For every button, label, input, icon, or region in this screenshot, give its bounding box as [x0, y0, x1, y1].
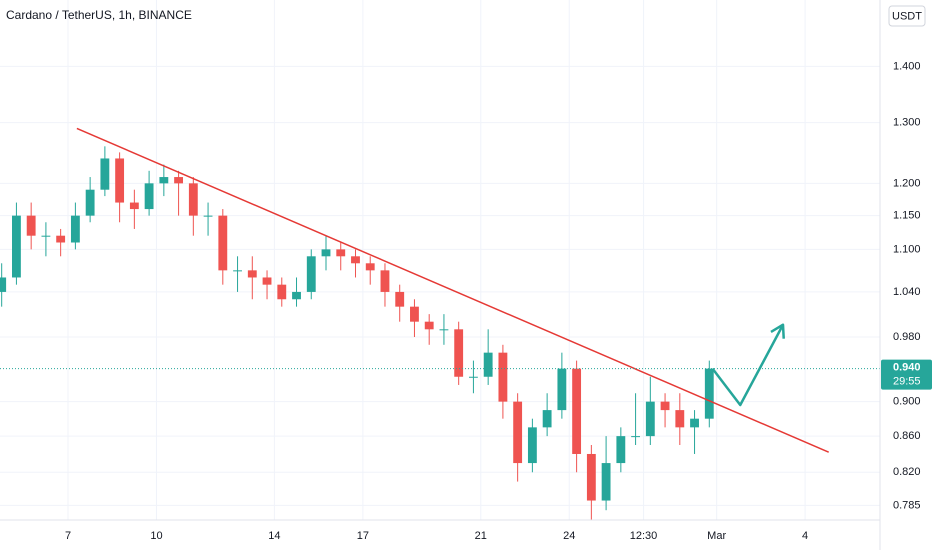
candle-body — [631, 436, 641, 438]
candle-body — [365, 263, 375, 271]
candle-body — [616, 436, 626, 464]
y-tick-label: 1.040 — [893, 286, 921, 298]
candle-body — [527, 427, 537, 464]
candle-body — [336, 249, 346, 257]
countdown: 29:55 — [893, 376, 921, 388]
y-tick-label: 1.150 — [893, 210, 921, 222]
candle-body — [159, 177, 169, 184]
currency-box[interactable] — [888, 5, 926, 27]
candle-body — [115, 158, 125, 203]
candle-body — [557, 368, 567, 411]
x-tick-label: Mar — [707, 530, 726, 542]
candle-body — [675, 410, 685, 428]
x-tick-label: 7 — [65, 530, 71, 542]
candle-body — [572, 368, 582, 454]
candle-body — [56, 235, 66, 243]
axes: 0.785 0.820 0.860 0.900 0.980 1.040 1.100 1.150… — [65, 60, 932, 542]
candle-body — [410, 306, 419, 322]
candle-body — [188, 183, 198, 216]
candle-body — [247, 270, 257, 278]
candle-body — [380, 270, 390, 292]
candle-body — [100, 158, 110, 190]
trend-line — [76, 127, 829, 453]
candle-body — [660, 401, 670, 411]
candle-body — [395, 291, 405, 307]
grid — [0, 0, 880, 520]
candle-body — [262, 277, 272, 285]
candle-body — [218, 215, 228, 271]
chart-title: Cardano / TetherUS, 1h, BINANCE — [6, 8, 192, 22]
candle-body — [483, 352, 493, 377]
y-tick-label: 1.300 — [893, 117, 921, 129]
y-tick-label: 1.200 — [893, 177, 921, 189]
x-tick-label: 14 — [268, 530, 280, 542]
candle-body — [690, 418, 699, 428]
candle-body — [424, 321, 434, 330]
candle-body — [203, 215, 213, 217]
last-price-label: 0.940 — [893, 362, 921, 374]
candle-body — [306, 256, 316, 292]
candle-body — [439, 329, 449, 331]
candle-body — [586, 453, 596, 501]
candle-body — [468, 376, 478, 378]
candle-body — [454, 329, 464, 377]
candle-body — [321, 249, 331, 257]
candle-body — [26, 215, 36, 236]
candle-body — [0, 277, 7, 292]
plot-area — [0, 127, 880, 520]
candle-body — [129, 202, 139, 210]
candle-body — [542, 410, 552, 428]
candle-body — [174, 177, 184, 184]
x-tick-label: 12:30 — [630, 530, 658, 542]
candle-body — [351, 256, 360, 264]
y-tick-label: 0.820 — [893, 466, 921, 478]
y-tick-label: 0.980 — [893, 331, 921, 343]
y-tick-label: 0.860 — [893, 430, 921, 442]
x-tick-label: 10 — [150, 530, 162, 542]
candle-body — [292, 291, 301, 300]
candle-body — [11, 215, 21, 278]
candle-body — [601, 463, 611, 501]
currency: USDT — [892, 10, 922, 22]
y-tick-label: 1.400 — [893, 60, 921, 72]
candle-body — [85, 189, 95, 216]
candle-body — [277, 284, 287, 300]
candle-body — [70, 215, 80, 243]
candle-body — [498, 352, 508, 402]
x-tick-label: 17 — [357, 530, 369, 542]
y-tick-label: 0.900 — [893, 396, 921, 408]
x-tick-label: 24 — [563, 530, 575, 542]
x-tick-label: 4 — [802, 530, 808, 542]
x-tick-label: 21 — [475, 530, 487, 542]
y-tick-label: 0.785 — [893, 499, 921, 511]
candle-body — [144, 183, 154, 210]
arrow-head — [770, 323, 785, 339]
projection-arrow — [711, 324, 785, 407]
candle-body — [233, 270, 242, 272]
candle-body — [704, 368, 714, 419]
candle-body — [645, 401, 655, 437]
candle-body — [513, 401, 523, 464]
last-price-box — [881, 359, 932, 390]
candle-body — [41, 235, 51, 237]
y-tick-label: 1.100 — [893, 243, 921, 255]
